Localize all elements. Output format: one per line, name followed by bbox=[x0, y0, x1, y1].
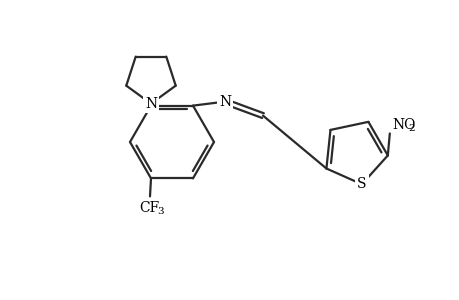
Text: N: N bbox=[145, 97, 157, 111]
Text: N: N bbox=[218, 94, 230, 109]
Text: CF: CF bbox=[139, 201, 159, 215]
Text: 2: 2 bbox=[407, 124, 414, 133]
Text: 3: 3 bbox=[157, 207, 164, 216]
Text: NO: NO bbox=[392, 118, 415, 132]
Text: S: S bbox=[356, 177, 366, 191]
